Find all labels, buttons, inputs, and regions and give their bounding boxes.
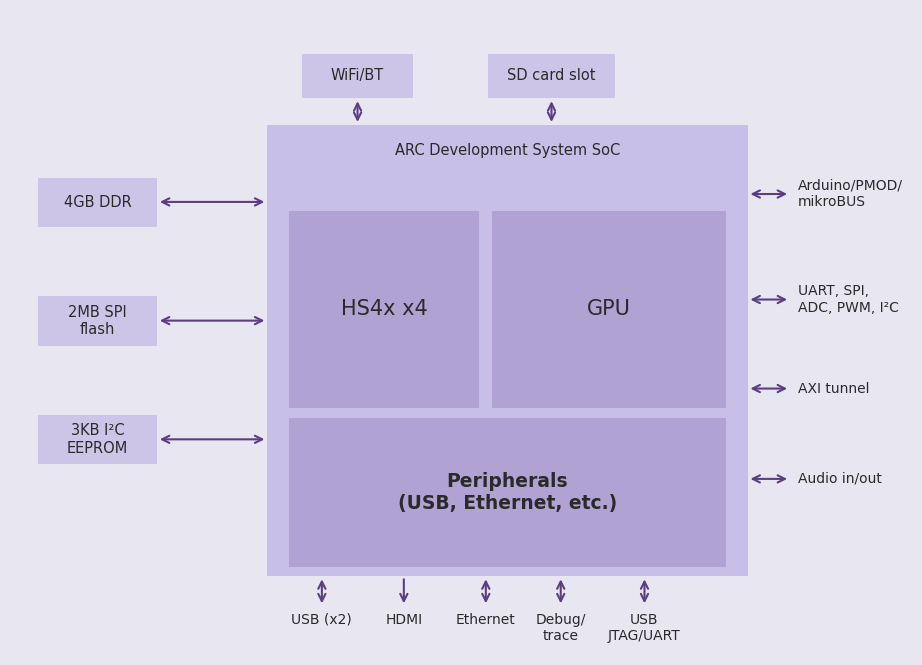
FancyBboxPatch shape: [38, 178, 157, 227]
Text: ARC Development System SoC: ARC Development System SoC: [395, 143, 620, 158]
FancyBboxPatch shape: [488, 54, 615, 98]
Text: 3KB I²C
EEPROM: 3KB I²C EEPROM: [67, 424, 128, 456]
Text: GPU: GPU: [586, 299, 631, 319]
FancyBboxPatch shape: [267, 125, 748, 577]
Text: 4GB DDR: 4GB DDR: [64, 195, 132, 209]
Text: AXI tunnel: AXI tunnel: [798, 382, 869, 396]
FancyBboxPatch shape: [38, 296, 157, 346]
Text: Peripherals
(USB, Ethernet, etc.): Peripherals (USB, Ethernet, etc.): [397, 472, 617, 513]
Text: HDMI: HDMI: [385, 612, 422, 627]
Text: Ethernet: Ethernet: [456, 612, 515, 627]
Text: Arduino/PMOD/
mikroBUS: Arduino/PMOD/ mikroBUS: [798, 179, 903, 209]
Text: 2MB SPI
flash: 2MB SPI flash: [68, 305, 127, 337]
Text: UART, SPI,
ADC, PWM, I²C: UART, SPI, ADC, PWM, I²C: [798, 285, 899, 315]
Text: Audio in/out: Audio in/out: [798, 472, 881, 486]
FancyBboxPatch shape: [290, 211, 479, 408]
Text: Debug/
trace: Debug/ trace: [536, 612, 586, 643]
FancyBboxPatch shape: [302, 54, 413, 98]
Text: WiFi/BT: WiFi/BT: [331, 68, 384, 84]
Text: USB (x2): USB (x2): [291, 612, 352, 627]
FancyBboxPatch shape: [38, 415, 157, 464]
Text: USB
JTAG/UART: USB JTAG/UART: [609, 612, 680, 643]
FancyBboxPatch shape: [290, 418, 726, 567]
Text: SD card slot: SD card slot: [507, 68, 596, 84]
FancyBboxPatch shape: [492, 211, 726, 408]
Text: HS4x x4: HS4x x4: [340, 299, 428, 319]
